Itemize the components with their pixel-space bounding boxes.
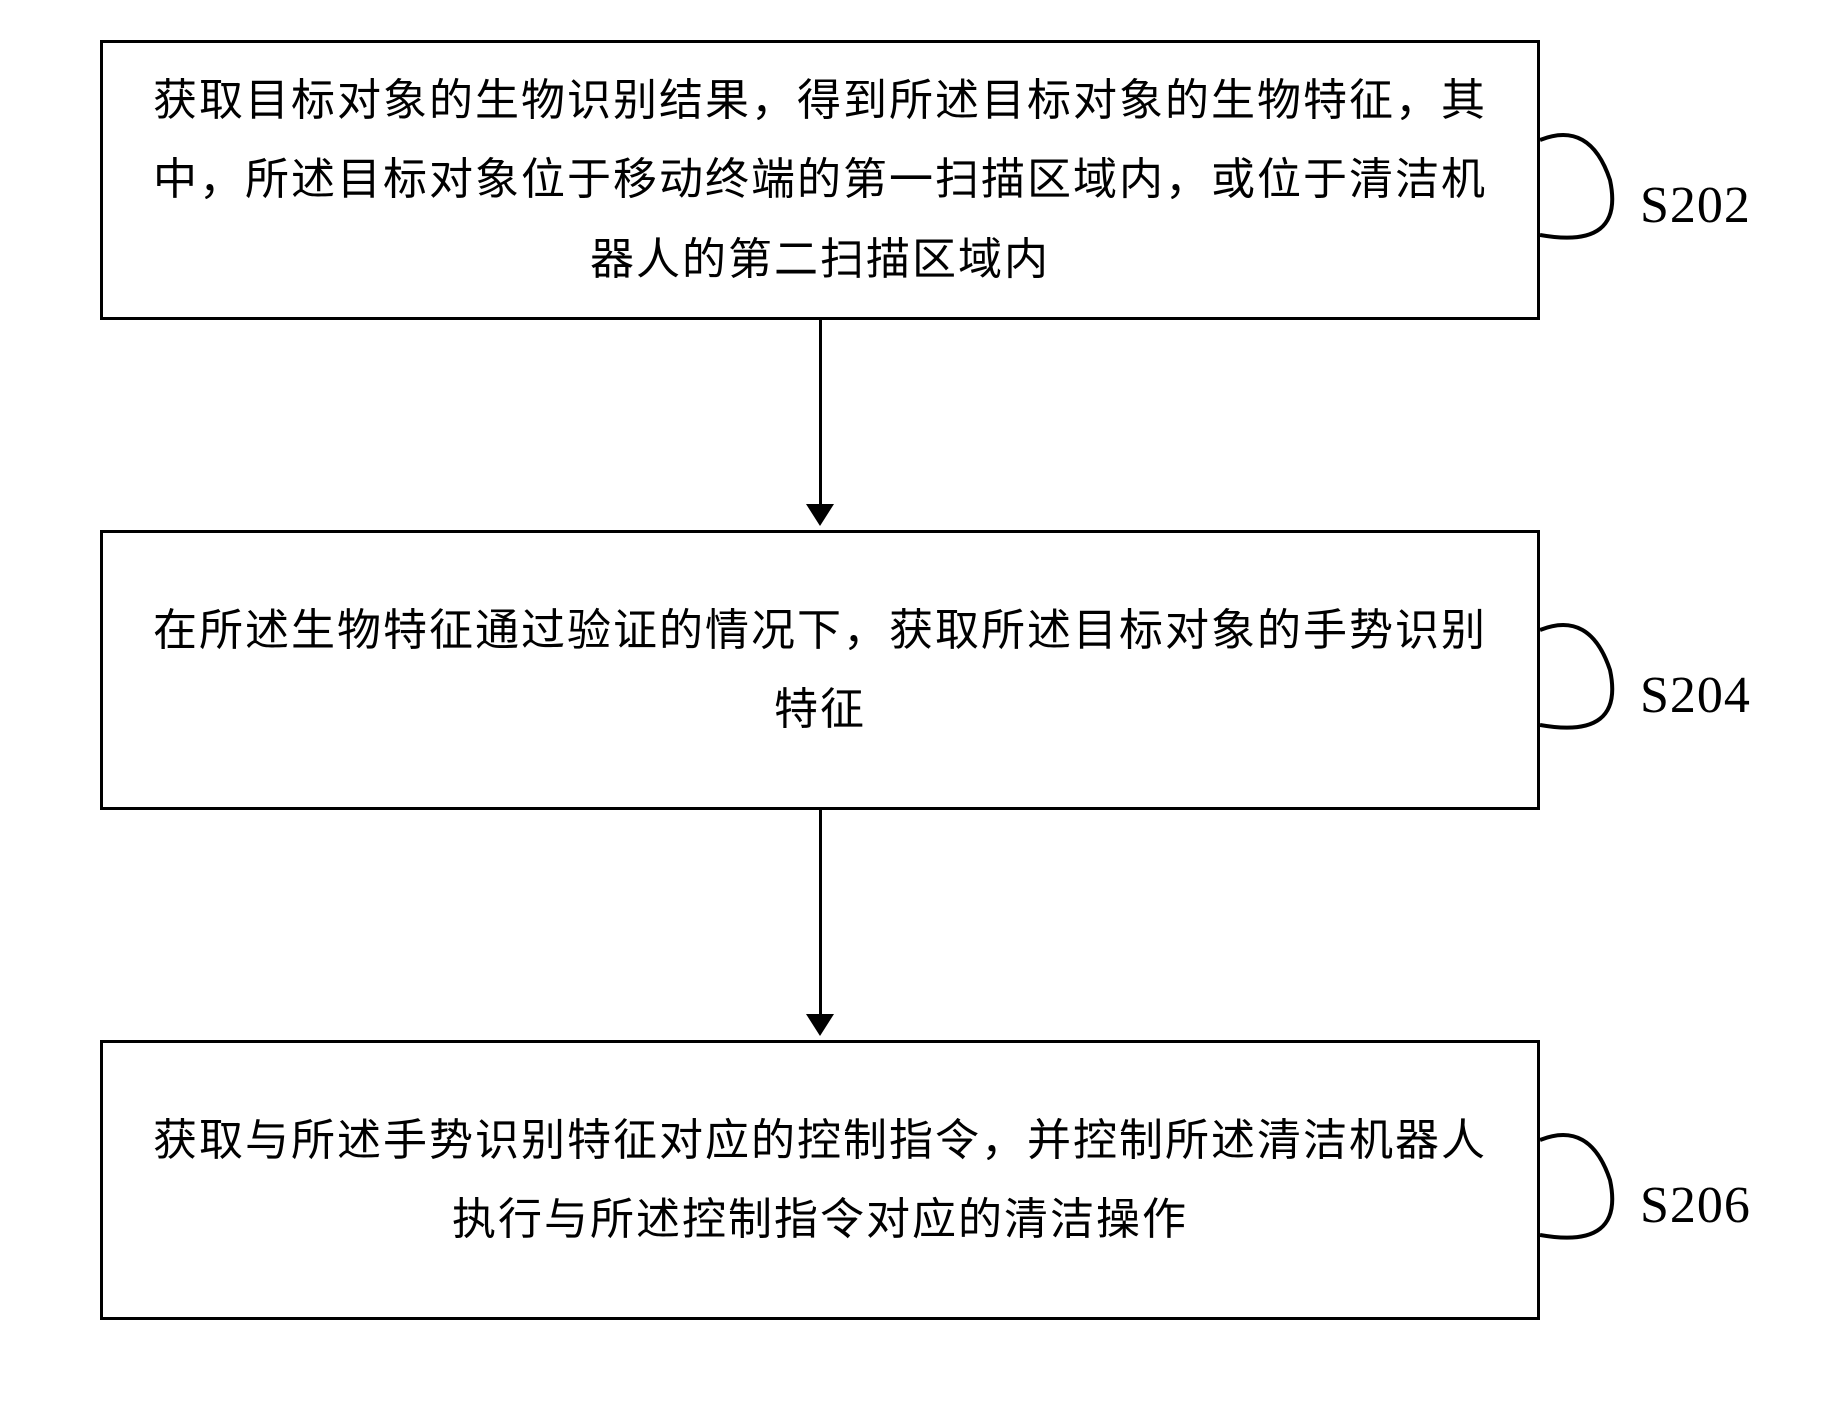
connector-line [819,810,822,1015]
curve-connector-s204 [1540,610,1640,750]
flowchart-step-s204: 在所述生物特征通过验证的情况下，获取所述目标对象的手势识别特征 [100,530,1540,810]
curve-connector-s202 [1540,120,1640,260]
step-label-s202: S202 [1640,176,1751,235]
connector-s202-s204 [806,320,834,526]
step-label-s204: S204 [1640,666,1751,725]
curve-connector-s206 [1540,1120,1640,1260]
step-text: 在所述生物特征通过验证的情况下，获取所述目标对象的手势识别特征 [153,591,1487,749]
step-text: 获取目标对象的生物识别结果，得到所述目标对象的生物特征，其中，所述目标对象位于移… [153,61,1487,299]
connector-s204-s206 [806,810,834,1036]
connector-line [819,320,822,505]
flowchart-container: 获取目标对象的生物识别结果，得到所述目标对象的生物特征，其中，所述目标对象位于移… [0,0,1839,1408]
connector-arrow [806,504,834,526]
flowchart-step-s206: 获取与所述手势识别特征对应的控制指令，并控制所述清洁机器人执行与所述控制指令对应… [100,1040,1540,1320]
connector-arrow [806,1014,834,1036]
step-text: 获取与所述手势识别特征对应的控制指令，并控制所述清洁机器人执行与所述控制指令对应… [153,1101,1487,1259]
flowchart-step-s202: 获取目标对象的生物识别结果，得到所述目标对象的生物特征，其中，所述目标对象位于移… [100,40,1540,320]
step-label-s206: S206 [1640,1176,1751,1235]
